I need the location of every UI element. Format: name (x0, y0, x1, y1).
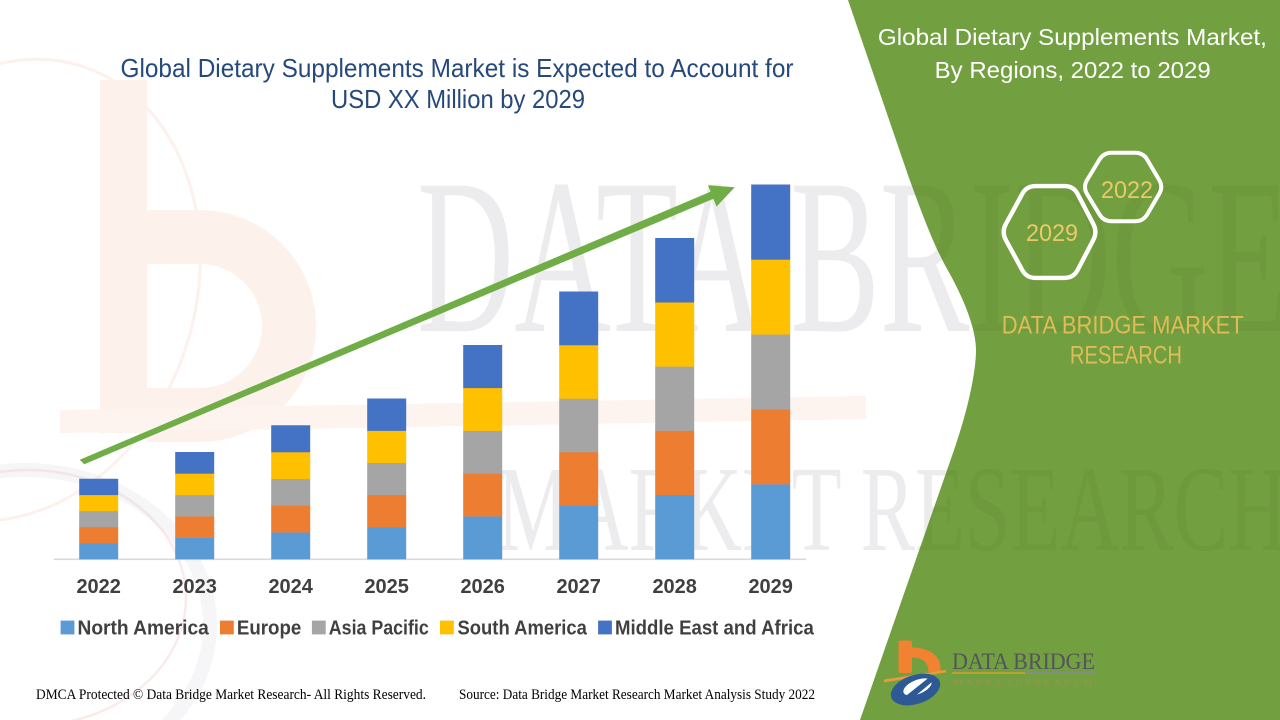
svg-text:North America: North America (78, 618, 210, 640)
svg-text:2022: 2022 (1101, 177, 1153, 204)
svg-text:Middle East and Africa: Middle East and Africa (615, 618, 815, 640)
svg-text:M A R K E T R E S E A R C H: M A R K E T R E S E A R C H (953, 678, 1093, 687)
svg-text:DATA BRIDGE: DATA BRIDGE (952, 649, 1095, 674)
svg-text:USD XX Million by 2029: USD XX Million by 2029 (331, 84, 585, 114)
svg-text:2028: 2028 (652, 576, 697, 598)
svg-text:By Regions, 2022 to 2029: By Regions, 2022 to 2029 (935, 57, 1211, 83)
svg-text:2024: 2024 (268, 576, 313, 598)
svg-text:2023: 2023 (172, 576, 217, 598)
svg-text:Global Dietary Supplements Mar: Global Dietary Supplements Market is Exp… (121, 53, 794, 83)
svg-text:RESEARCH: RESEARCH (1070, 342, 1182, 370)
svg-text:DMCA Protected © Data Bridge M: DMCA Protected © Data Bridge Market Rese… (36, 687, 426, 703)
svg-text:2027: 2027 (556, 576, 601, 598)
svg-text:Source: Data Bridge Market Res: Source: Data Bridge Market Research Mark… (459, 687, 815, 703)
svg-text:2025: 2025 (364, 576, 409, 598)
svg-text:DATA BRIDGE MARKET: DATA BRIDGE MARKET (1002, 312, 1244, 340)
svg-text:Global Dietary Supplements Mar: Global Dietary Supplements Market, (878, 24, 1267, 50)
svg-text:2026: 2026 (460, 576, 505, 598)
svg-text:Europe: Europe (237, 618, 301, 640)
svg-text:2022: 2022 (76, 576, 121, 598)
svg-text:2029: 2029 (1026, 220, 1078, 247)
svg-text:South America: South America (458, 618, 588, 640)
svg-text:2029: 2029 (748, 576, 793, 598)
svg-text:Asia Pacific: Asia Pacific (329, 618, 429, 640)
